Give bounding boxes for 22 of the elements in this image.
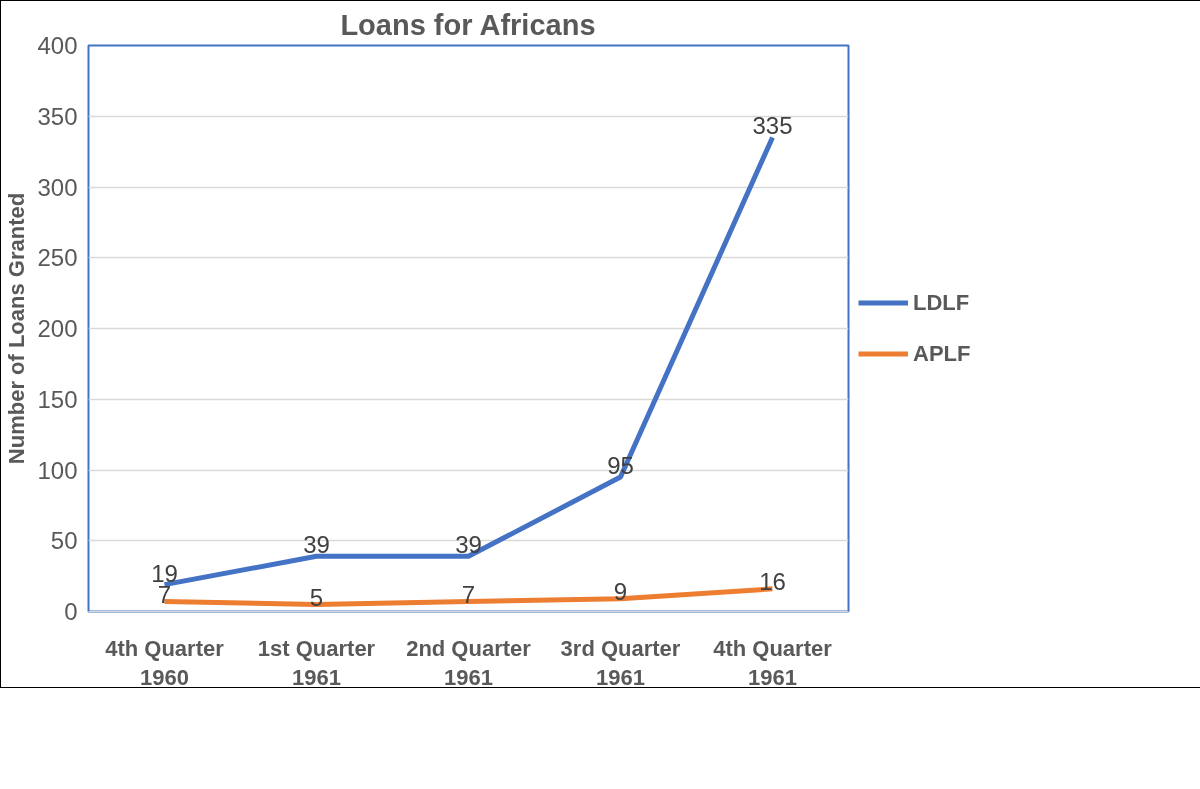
data-label: 39 [455,531,482,559]
category-label: 4th Quarter 1960 [105,635,224,690]
legend-label: APLF [913,340,971,367]
chart-title: Loans for Africans [340,8,596,41]
data-label: 39 [303,531,330,559]
y-tick-label: 50 [50,527,78,555]
y-tick-label: 400 [37,32,78,59]
data-label: 16 [759,568,786,596]
data-label: 335 [752,112,793,140]
y-tick-label: 200 [37,315,78,342]
y-axis-title: Number of Loans Granted [4,192,30,465]
y-tick-label: 250 [37,244,78,272]
legend-label: LDLF [913,289,970,316]
category-label: 3rd Quarter 1961 [560,635,681,690]
category-label: 2nd Quarter 1961 [406,635,531,690]
y-tick-label: 100 [37,456,78,484]
category-label: 1st Quarter 1961 [257,635,376,690]
y-tick-label: 350 [37,102,78,130]
category-label: 4th Quarter 1961 [713,635,832,690]
y-tick-label: 150 [37,385,78,413]
y-tick-label: 300 [37,173,78,201]
y-tick-label: 0 [64,598,78,625]
